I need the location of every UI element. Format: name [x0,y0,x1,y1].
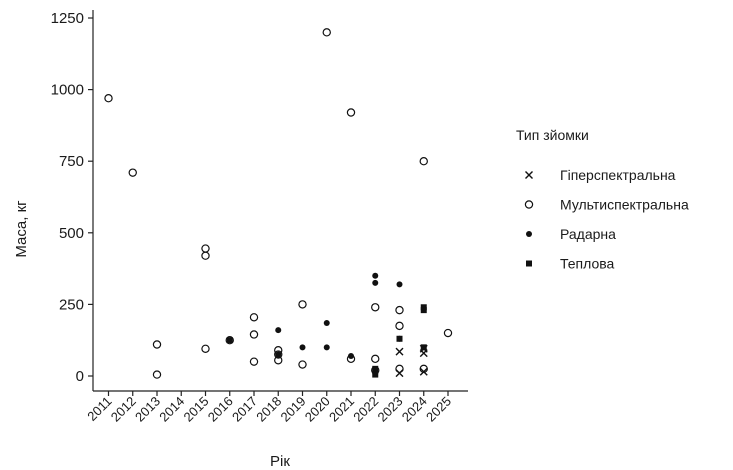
data-point [443,328,453,338]
data-point [395,321,404,331]
legend-item: Гіперспектральна [525,167,676,183]
legend: Тип зйомки Гіперспектральна Мультиспектра… [516,127,689,272]
data-point [201,251,210,260]
data-point [152,340,162,349]
x-axis-ticks: 2011201220132014201520162017201820192020… [84,391,454,425]
y-tick-label: 1000 [51,82,84,99]
x-tick-label: 2014 [156,394,187,425]
data-point [249,313,259,322]
x-tick-label: 2018 [253,394,284,425]
data-point [249,330,259,339]
legend-marker [526,231,532,237]
data-point [372,365,379,372]
legend-title: Тип зйомки [516,127,589,143]
data-point [298,360,307,369]
data-point [225,336,234,345]
legend-marker [525,171,533,179]
data-point [348,352,354,359]
y-tick-label: 750 [59,153,84,170]
x-tick-label: 2016 [205,394,236,425]
data-point [371,354,380,364]
legend-marker [526,260,532,267]
x-tick-label: 2023 [375,394,406,425]
data-point [249,357,259,366]
x-tick-label: 2015 [181,394,212,425]
x-tick-label: 2025 [423,394,454,425]
series-circle-filled [275,272,403,377]
data-point [371,303,380,312]
data-point [419,367,428,376]
x-tick-label: 2021 [326,394,357,425]
data-point [372,371,379,378]
data-point [201,344,210,353]
x-tick-label: 2024 [399,394,430,425]
data-point [201,244,210,253]
y-axis-label: Маса, кг [13,200,30,258]
data-point [420,344,427,351]
legend-label: Гіперспектральна [560,167,676,183]
legend-label: Мультиспектральна [560,197,689,213]
y-axis-ticks: 0 250 500 750 1000 1250 [51,10,93,385]
y-tick-label: 1250 [51,10,84,27]
legend-item: Радарна [526,226,616,242]
series-square-filled [226,304,427,378]
data-point [372,279,379,286]
y-tick-label: 0 [76,368,84,385]
data-point [419,156,428,166]
x-tick-label: 2020 [302,394,333,425]
data-point [299,344,306,351]
legend-item: Теплова [526,256,615,272]
data-point [152,370,162,379]
data-point [419,364,428,374]
data-point [274,350,283,359]
data-point [420,307,427,314]
series-circle-open [104,28,453,379]
x-tick-label: 2022 [350,394,381,425]
x-axis-label: Рік [270,453,290,470]
data-point [396,335,403,342]
data-point [128,168,137,177]
data-point [275,327,282,334]
data-point [395,364,404,374]
legend-label: Теплова [560,256,615,272]
data-point [395,347,404,356]
x-tick-label: 2013 [132,394,163,425]
x-tick-label: 2012 [108,394,139,425]
x-tick-label: 2019 [278,394,309,425]
data-point [419,349,428,358]
plot-area [104,28,453,379]
data-point [396,281,403,288]
y-tick-label: 250 [59,296,84,313]
data-point [346,108,356,117]
data-point [226,337,233,344]
legend-item: Мультиспектральна [524,197,689,213]
x-tick-label: 2017 [229,394,260,425]
data-point [323,320,330,327]
data-point [104,93,113,103]
legend-label: Радарна [560,226,616,242]
data-point [372,272,379,279]
data-point [275,351,282,358]
x-tick-label: 2011 [84,394,114,424]
data-point [322,28,331,37]
data-point [395,369,404,378]
legend-marker [524,200,534,209]
data-point [298,300,307,309]
data-point [395,305,404,315]
data-point [323,344,330,351]
y-tick-label: 500 [59,225,84,242]
